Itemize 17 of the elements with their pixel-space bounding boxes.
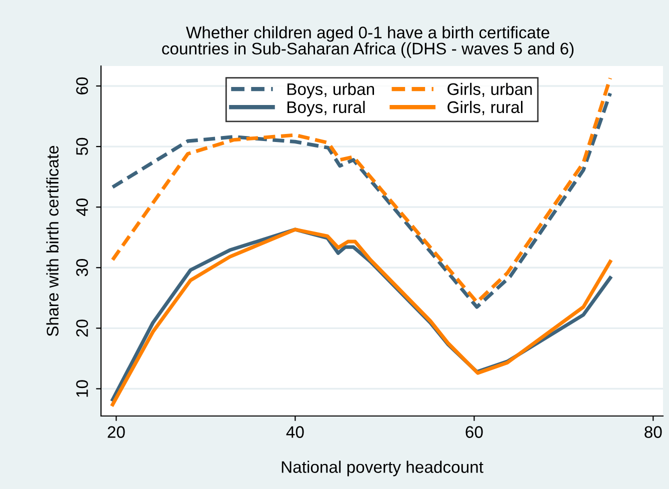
y-tick-label: 30 — [76, 259, 88, 276]
legend-label: Girls, rural — [448, 100, 522, 116]
legend-label: Girls, urban — [448, 82, 532, 98]
x-tick-label: 60 — [466, 426, 483, 438]
x-tick-label: 40 — [286, 426, 304, 438]
x-axis-title: National poverty headcount — [282, 460, 484, 476]
y-tick-label: 50 — [76, 138, 88, 156]
legend-label: Boys, urban — [288, 82, 374, 98]
legend-label: Boys, rural — [288, 100, 365, 116]
chart-title: Whether children aged 0-1 have a birth certificate countries in Sub-Saharan Africa ((DHS - waves 5 and 6) — [162, 26, 574, 58]
y-axis-title: Share with birth certificate — [46, 146, 59, 336]
y-tick-label: 40 — [76, 198, 88, 216]
x-tick-label: 20 — [108, 426, 125, 438]
y-tick-label: 60 — [76, 77, 88, 94]
y-tick-label: 20 — [76, 320, 88, 337]
y-tick-label: 10 — [76, 380, 88, 397]
x-tick-label: 80 — [644, 426, 662, 438]
